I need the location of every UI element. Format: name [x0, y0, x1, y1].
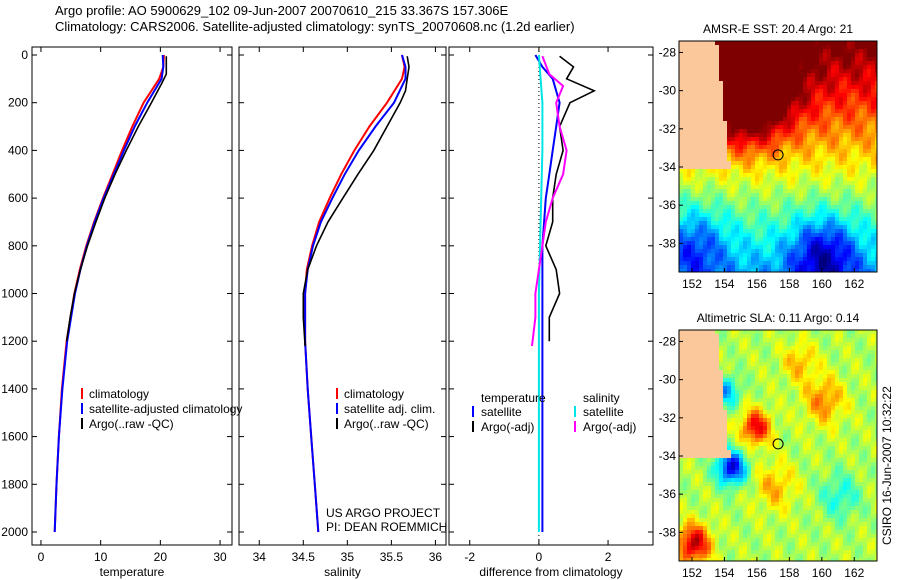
legend-label: Argo(..raw -QC): [344, 417, 429, 431]
title-line-1: Argo profile: AO 5900629_102 09-Jun-2007…: [55, 3, 509, 18]
sla-map-frame: [678, 329, 878, 562]
y-tick-label: 0: [21, 48, 28, 62]
credit-line-1: US ARGO PROJECT: [326, 506, 441, 520]
legend-label: climatology: [89, 387, 149, 401]
lat-tick-label: -28: [659, 334, 677, 348]
lon-tick-label: 152: [682, 277, 702, 291]
lon-tick-label: 162: [844, 277, 864, 291]
sla-map: [679, 330, 877, 561]
y-tick-label: 1400: [1, 382, 28, 396]
lon-tick-label: 152: [682, 566, 702, 580]
lon-tick-label: 158: [779, 566, 799, 580]
y-tick-label: 400: [8, 143, 28, 157]
lat-tick-label: -38: [659, 525, 677, 539]
title-line-2: Climatology: CARS2006. Satellite-adjuste…: [55, 19, 575, 34]
series-temperature-argo-adj-: [544, 55, 597, 342]
diff-axes-box: [448, 46, 654, 546]
series-argo-raw-qc-: [302, 56, 410, 347]
legend-label: Argo(-adj): [481, 420, 534, 434]
x-tick-label: 34: [253, 550, 267, 564]
series-satellite-adj-clim-: [304, 54, 407, 533]
legend-label: Argo(..raw -QC): [89, 417, 174, 431]
series-satellite-adjusted-climatology: [53, 54, 165, 533]
y-tick-label: 1800: [1, 477, 28, 491]
x-tick-label: 34.5: [292, 550, 316, 564]
y-tick-label: 2000: [1, 525, 28, 539]
y-tick-label: 1600: [1, 430, 28, 444]
credit-line-2: PI: DEAN ROEMMICH: [326, 520, 448, 534]
series-salinity-argo-adj-: [531, 55, 568, 347]
sal-axes-box: [238, 46, 447, 546]
legend-label: satellite-adjusted climatology: [89, 402, 242, 416]
x-tick-label: 20: [154, 550, 168, 564]
x-tick-label: 10: [94, 550, 108, 564]
sst-map-frame: [678, 40, 878, 273]
lon-tick-label: 158: [779, 277, 799, 291]
lon-tick-label: 154: [714, 277, 734, 291]
lat-tick-label: -32: [659, 122, 677, 136]
diff-xlabel: difference from climatology: [479, 565, 622, 579]
legend-label: climatology: [344, 387, 404, 401]
legend-label: satellite adj. clim.: [344, 402, 435, 416]
timestamp: CSIRO 16-Jun-2007 10:32:22: [880, 386, 894, 545]
lat-tick-label: -36: [659, 487, 677, 501]
lat-tick-label: -32: [659, 411, 677, 425]
lat-tick-label: -36: [659, 198, 677, 212]
lon-tick-label: 156: [747, 277, 767, 291]
lat-tick-label: -28: [659, 45, 677, 59]
lon-tick-label: 162: [844, 566, 864, 580]
lon-tick-label: 160: [812, 566, 832, 580]
lon-tick-label: 156: [747, 566, 767, 580]
x-tick-label: 30: [213, 550, 227, 564]
sst-map: [679, 41, 877, 272]
lat-tick-label: -30: [659, 84, 677, 98]
lat-tick-label: -34: [659, 160, 677, 174]
lon-tick-label: 154: [714, 566, 734, 580]
lat-tick-label: -34: [659, 449, 677, 463]
x-tick-label: 0: [536, 550, 543, 564]
legend-label: satellite: [583, 405, 624, 419]
argo-position-marker: [772, 149, 784, 161]
y-tick-label: 1200: [1, 334, 28, 348]
sal-xlabel: salinity: [324, 565, 361, 579]
y-tick-label: 600: [8, 191, 28, 205]
y-tick-label: 200: [8, 96, 28, 110]
legend-header-salinity: salinity: [583, 391, 620, 405]
x-tick-label: 2: [605, 550, 612, 564]
x-tick-label: -2: [464, 550, 475, 564]
lon-tick-label: 160: [812, 277, 832, 291]
x-tick-label: 35.5: [380, 550, 404, 564]
temp-axes-box: [31, 46, 233, 546]
temp-xlabel: temperature: [100, 565, 165, 579]
y-tick-label: 1000: [1, 287, 28, 301]
lat-tick-label: -30: [659, 373, 677, 387]
series-argo-raw-qc-: [65, 56, 168, 342]
legend-header-temperature: temperature: [481, 391, 546, 405]
sst-map-title: AMSR-E SST: 20.4 Argo: 21: [703, 22, 853, 36]
lat-tick-label: -38: [659, 236, 677, 250]
series-salinity-satellite: [537, 54, 544, 532]
sla-map-title: Altimetric SLA: 0.11 Argo: 0.14: [697, 311, 860, 325]
x-tick-label: 0: [38, 550, 45, 564]
x-tick-label: 36: [429, 550, 443, 564]
y-tick-label: 800: [8, 239, 28, 253]
legend-label: Argo(-adj): [583, 420, 636, 434]
legend-label: satellite: [481, 405, 522, 419]
x-tick-label: 35: [341, 550, 355, 564]
argo-position-marker: [772, 438, 784, 450]
